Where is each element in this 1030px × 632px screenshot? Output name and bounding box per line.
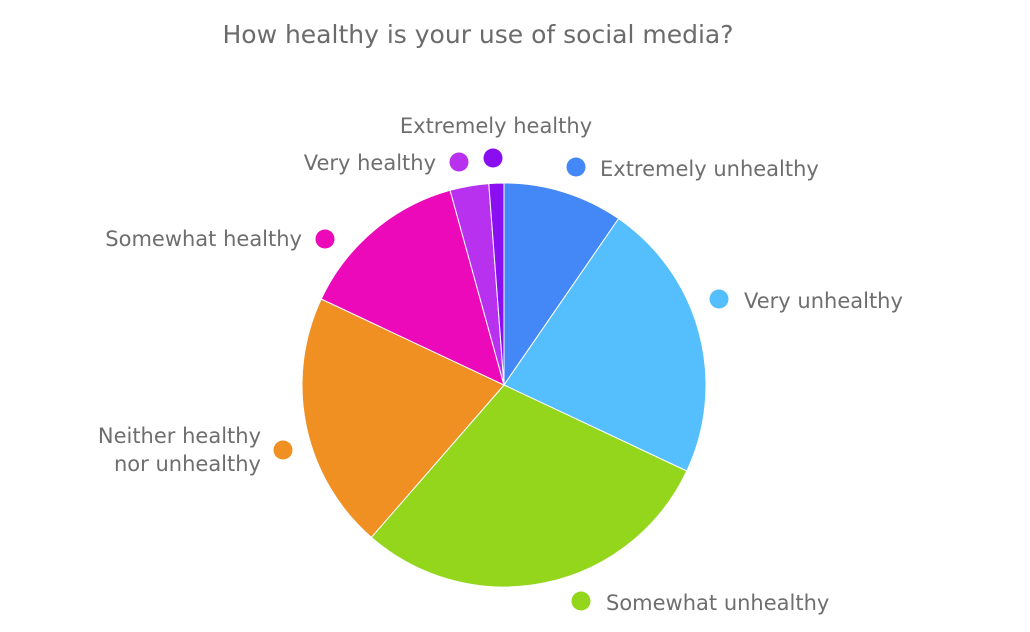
legend-dot-neither-healthy-nor-unhealthy <box>273 440 293 460</box>
legend-dot-very-unhealthy <box>709 289 729 309</box>
pie-slice-extremely-healthy <box>488 182 505 386</box>
pie-slice-somewhat-unhealthy <box>370 384 688 588</box>
legend-label-somewhat-unhealthy: Somewhat unhealthy <box>606 591 829 615</box>
pie-slices <box>301 182 707 588</box>
legend-dot-somewhat-healthy <box>315 229 335 249</box>
legend-dot-extremely-healthy <box>483 148 503 168</box>
legend-label-extremely-unhealthy: Extremely unhealthy <box>600 157 819 181</box>
legend-label-neither-healthy-nor-unhealthy: Neither healthy nor unhealthy <box>98 424 261 476</box>
pie-slice-extremely-unhealthy <box>503 182 620 387</box>
legend-label-very-healthy: Very healthy <box>304 151 436 175</box>
legend-label-extremely-healthy: Extremely healthy <box>400 114 592 138</box>
legend-label-somewhat-healthy: Somewhat healthy <box>105 227 302 251</box>
legend-dot-very-healthy <box>449 152 469 172</box>
legend-dot-extremely-unhealthy <box>566 157 586 177</box>
pie-slice-neither-healthy-nor-unhealthy <box>301 298 505 539</box>
legend-label-very-unhealthy: Very unhealthy <box>744 289 903 313</box>
chart-title: How healthy is your use of social media? <box>222 20 733 49</box>
legend-dot-somewhat-unhealthy <box>571 591 591 611</box>
pie-slice-somewhat-healthy <box>320 189 505 386</box>
pie-labels: Extremely unhealthy Very unhealthy Somewha… <box>98 114 903 615</box>
pie-slice-very-unhealthy <box>503 217 707 472</box>
